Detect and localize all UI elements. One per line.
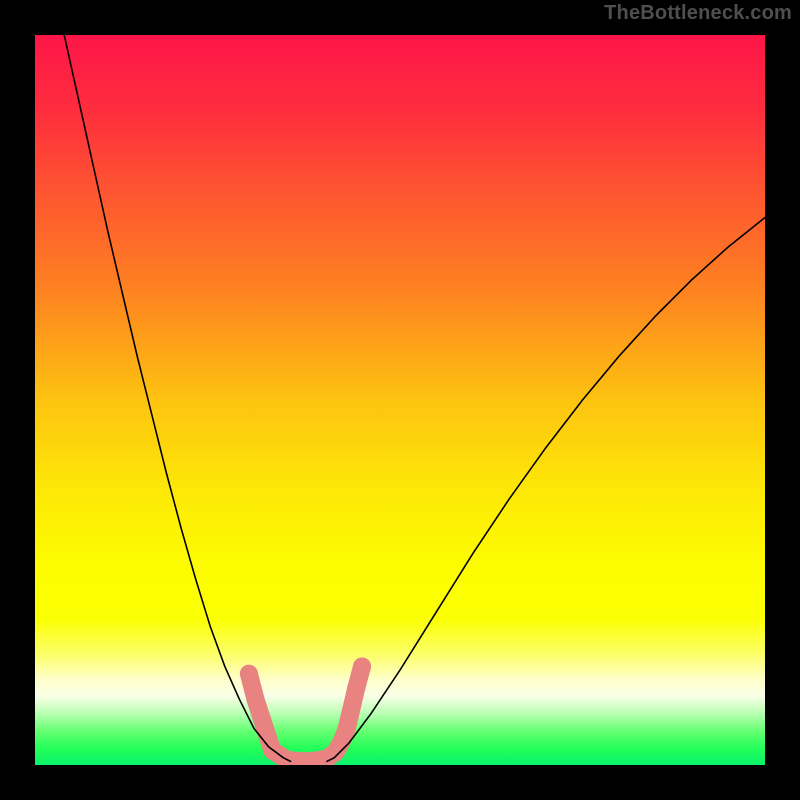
plot-area	[35, 35, 765, 765]
highlight-marker-point	[246, 690, 264, 708]
chart-container: TheBottleneck.com	[0, 0, 800, 800]
highlight-marker-point	[342, 701, 360, 719]
watermark-text: TheBottleneck.com	[604, 2, 792, 25]
highlight-marker-point	[347, 679, 365, 697]
chart-svg	[35, 35, 765, 765]
highlight-marker-point	[240, 665, 258, 683]
highlight-marker-point	[338, 720, 356, 738]
gradient-background	[35, 35, 765, 765]
highlight-marker-point	[353, 657, 371, 675]
